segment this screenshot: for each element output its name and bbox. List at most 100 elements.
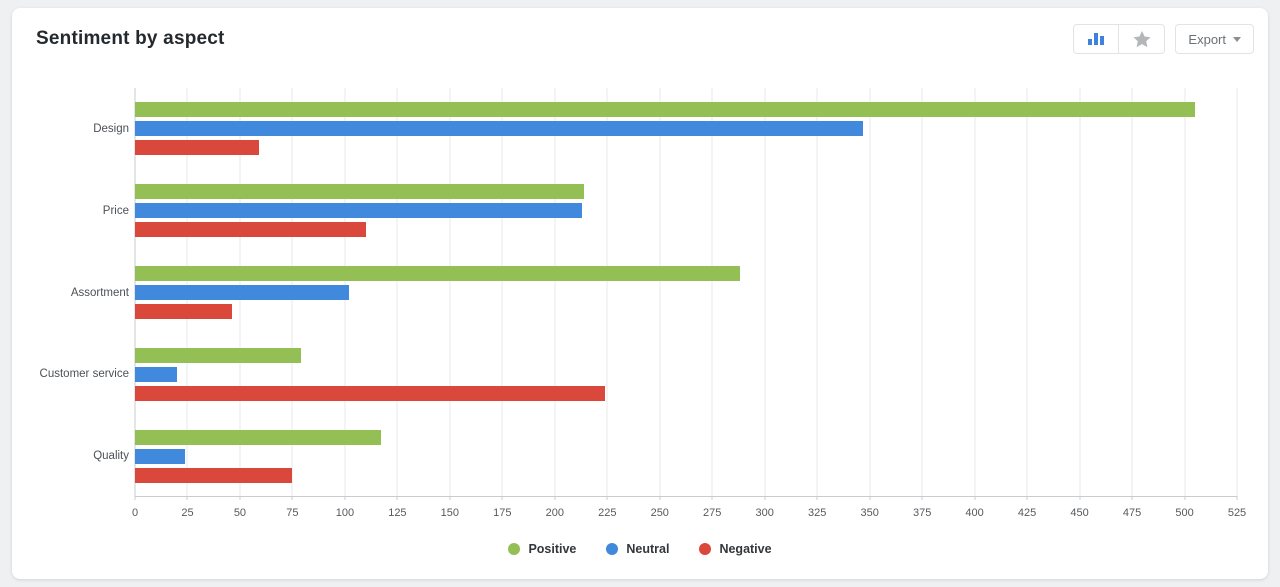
chart-card: Sentiment by aspect Export xyxy=(12,8,1268,579)
x-tick-mark xyxy=(449,496,451,500)
gridline xyxy=(1026,88,1028,496)
x-tick-label: 125 xyxy=(388,507,407,519)
bar-negative-customer-service[interactable] xyxy=(135,385,606,401)
bar-positive-price[interactable] xyxy=(135,184,585,200)
x-tick-mark xyxy=(291,496,293,500)
legend-item-neutral[interactable]: Neutral xyxy=(606,542,669,556)
bar-positive-quality[interactable] xyxy=(135,429,381,445)
bar-positive-assortment[interactable] xyxy=(135,265,740,281)
x-tick-label: 25 xyxy=(181,507,194,519)
gridline xyxy=(711,88,713,496)
x-tick-mark xyxy=(134,496,136,500)
x-tick-label: 400 xyxy=(965,507,984,519)
gridline xyxy=(764,88,766,496)
x-axis-labels: 0 25 50 75 100 125 150 175 200 225 250 275 300 325 350… xyxy=(131,507,1246,523)
x-tick-label: 325 xyxy=(808,507,827,519)
bar-neutral-price[interactable] xyxy=(135,203,583,219)
y-axis-labels: Design Price Assortment Customer service Qua… xyxy=(12,88,132,497)
bar-neutral-assortment[interactable] xyxy=(135,284,350,300)
gridline xyxy=(1131,88,1133,496)
gridline xyxy=(606,88,608,496)
bar-neutral-design[interactable] xyxy=(135,121,864,137)
legend-marker-positive xyxy=(508,543,521,555)
x-tick-label: 175 xyxy=(493,507,512,519)
x-tick-mark xyxy=(396,496,398,500)
legend-item-negative[interactable]: Negative xyxy=(699,542,772,556)
export-label: Export xyxy=(1188,31,1226,47)
x-tick-label: 150 xyxy=(440,507,460,519)
x-tick-mark xyxy=(186,496,188,500)
legend-label-positive: Positive xyxy=(528,542,577,556)
x-tick-mark xyxy=(1184,496,1186,500)
gridline xyxy=(501,88,503,496)
x-tick-mark xyxy=(239,496,241,500)
category-label-price: Price xyxy=(102,204,129,217)
chart-type-bar-button[interactable] xyxy=(1073,24,1120,54)
bar-group-price xyxy=(135,170,1237,252)
x-tick-mark xyxy=(1079,496,1081,500)
x-tick-mark xyxy=(659,496,661,500)
gridline xyxy=(869,88,871,496)
x-tick-mark xyxy=(816,496,818,500)
x-tick-mark xyxy=(606,496,608,500)
x-tick-mark xyxy=(869,496,871,500)
bar-neutral-quality[interactable] xyxy=(135,448,186,464)
legend-label-negative: Negative xyxy=(719,542,772,556)
x-tick-label: 425 xyxy=(1017,507,1037,519)
gridline xyxy=(816,88,818,496)
legend-marker-negative xyxy=(699,543,712,555)
x-tick-label: 525 xyxy=(1227,507,1247,519)
category-label-design: Design xyxy=(93,122,129,135)
x-tick-label: 475 xyxy=(1122,507,1142,519)
bar-negative-assortment[interactable] xyxy=(135,303,232,319)
export-button[interactable]: Export xyxy=(1175,24,1254,54)
x-tick-label: 0 xyxy=(131,507,139,519)
toolbar: Export xyxy=(1073,24,1254,54)
gridline xyxy=(1184,88,1186,496)
bar-negative-design[interactable] xyxy=(135,140,259,156)
bar-negative-price[interactable] xyxy=(135,222,366,238)
x-tick-mark xyxy=(501,496,503,500)
x-tick-mark xyxy=(1131,496,1133,500)
x-tick-label: 350 xyxy=(860,507,879,519)
bar-group-quality xyxy=(135,415,1237,497)
x-tick-mark xyxy=(554,496,556,500)
x-tick-label: 50 xyxy=(233,507,247,519)
star-icon xyxy=(1133,30,1151,47)
x-tick-label: 200 xyxy=(545,507,564,519)
legend-label-neutral: Neutral xyxy=(626,542,670,556)
chart-type-toggle xyxy=(1073,24,1166,54)
plot-area xyxy=(134,88,1238,500)
x-tick-label: 250 xyxy=(650,507,669,519)
legend-item-positive[interactable]: Positive xyxy=(508,542,576,556)
gridline xyxy=(1236,88,1238,496)
gridline xyxy=(659,88,661,496)
x-tick-label: 300 xyxy=(755,507,774,519)
bar-group-customer-service xyxy=(135,333,1237,415)
legend: Positive Neutral Negative xyxy=(12,542,1268,556)
page-title: Sentiment by aspect xyxy=(36,28,225,49)
gridline xyxy=(449,88,451,496)
bar-negative-quality[interactable] xyxy=(135,467,293,483)
x-tick-mark xyxy=(921,496,923,500)
x-tick-label: 450 xyxy=(1070,507,1089,519)
bar-neutral-customer-service[interactable] xyxy=(135,366,177,382)
gridline xyxy=(396,88,398,496)
bar-positive-customer-service[interactable] xyxy=(135,347,301,363)
caret-down-icon xyxy=(1233,36,1241,42)
card-header: Sentiment by aspect Export xyxy=(12,8,1268,70)
x-tick-label: 225 xyxy=(598,507,617,519)
x-tick-mark xyxy=(1236,496,1238,500)
chart-type-star-button[interactable] xyxy=(1119,24,1166,54)
x-tick-label: 275 xyxy=(703,507,722,519)
sentiment-chart: Design Price Assortment Customer service Qua… xyxy=(12,8,1268,579)
gridline xyxy=(554,88,556,496)
bar-positive-design[interactable] xyxy=(135,102,1196,118)
x-tick-mark xyxy=(974,496,976,500)
category-label-assortment: Assortment xyxy=(70,286,129,299)
bar-group-assortment xyxy=(135,252,1237,334)
x-tick-mark xyxy=(344,496,346,500)
gridline xyxy=(1079,88,1081,496)
x-tick-mark xyxy=(1026,496,1028,500)
x-tick-label: 75 xyxy=(286,507,299,519)
